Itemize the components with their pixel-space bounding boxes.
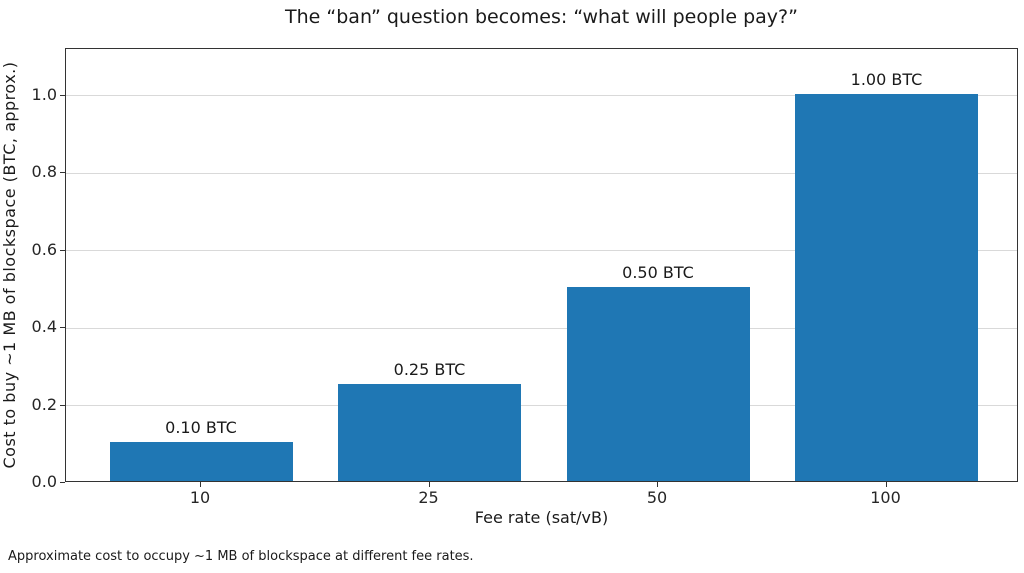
gridline [66,327,1017,329]
chart-title: The “ban” question becomes: “what will p… [285,6,798,28]
y-tick-mark [60,172,65,173]
bar-value-label: 0.50 BTC [622,263,694,283]
x-tick-mark [657,482,658,487]
y-tick-label: 0.4 [31,317,57,336]
y-tick-label: 0.2 [31,394,57,414]
bar [109,442,293,481]
x-tick-label: 25 [418,488,439,507]
y-tick-label: 0.0 [31,472,57,491]
plot-area: 0.10 BTC 0.25 BTC 0.50 BTC 1.00 BTC [65,48,1018,482]
y-tick-mark [60,482,65,483]
bar [795,93,978,481]
x-tick-mark [200,482,201,487]
gridline [66,250,1017,251]
x-tick-label: 50 [646,488,668,507]
y-tick-label: 0.6 [31,239,57,259]
bar-value-label: 0.10 BTC [165,418,237,438]
y-tick-mark [60,249,65,251]
gridline [66,172,1017,174]
x-axis-label: Fee rate (sat/vB) [474,508,609,527]
y-tick-label: 1.0 [31,84,57,104]
x-tick-mark [428,482,430,487]
gridline [66,405,1017,406]
figure-caption: Approximate cost to occupy ~1 MB of bloc… [8,549,474,564]
y-tick-mark [60,327,65,328]
bar [566,287,750,481]
y-tick-label: 0.8 [31,162,57,181]
bar-value-label: 1.00 BTC [850,69,923,89]
x-tick-mark [885,482,887,487]
y-tick-mark [60,404,65,406]
bar [338,384,521,481]
bar-value-label: 0.25 BTC [393,360,466,380]
y-axis-label-text: Cost to buy ~1 MB of blockspace (BTC, ap… [0,61,19,469]
x-tick-label: 100 [870,488,901,507]
gridline [66,95,1017,96]
y-tick-mark [60,94,65,96]
x-tick-label: 10 [189,488,211,507]
